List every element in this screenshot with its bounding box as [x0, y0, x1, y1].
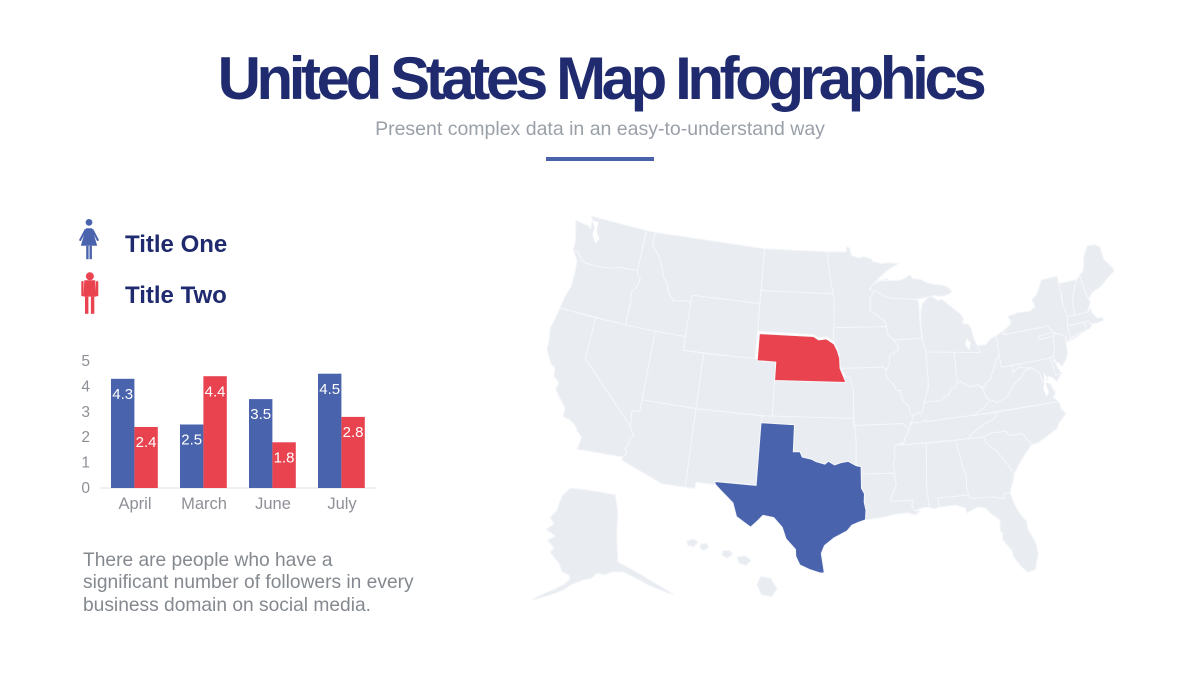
svg-text:March: March: [181, 495, 227, 513]
svg-text:5: 5: [81, 353, 90, 370]
svg-text:3: 3: [81, 404, 90, 421]
svg-text:1: 1: [81, 455, 90, 472]
svg-text:July: July: [327, 495, 357, 513]
svg-text:2.4: 2.4: [136, 434, 157, 451]
svg-text:2.5: 2.5: [181, 432, 202, 449]
svg-text:4.5: 4.5: [319, 381, 340, 398]
svg-text:2.8: 2.8: [343, 424, 364, 441]
svg-text:4: 4: [81, 378, 90, 395]
svg-text:4.3: 4.3: [112, 386, 133, 403]
svg-text:3.5: 3.5: [250, 406, 271, 423]
svg-text:April: April: [118, 495, 151, 513]
svg-text:1.8: 1.8: [274, 450, 295, 467]
svg-text:0: 0: [81, 480, 90, 497]
svg-text:June: June: [255, 495, 291, 513]
svg-text:4.4: 4.4: [205, 384, 226, 401]
svg-text:2: 2: [81, 429, 90, 446]
